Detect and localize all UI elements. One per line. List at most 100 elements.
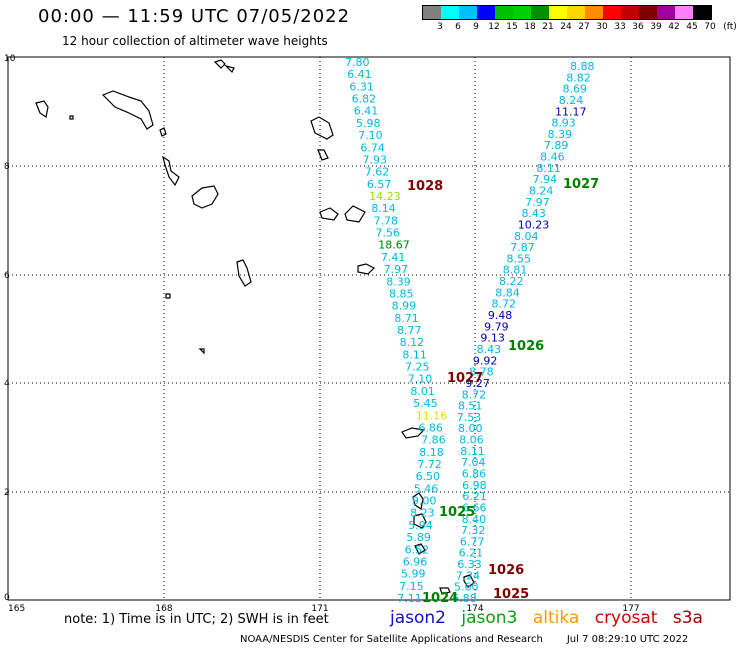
pressure-label: 1027 <box>563 177 599 192</box>
wave-height-value: 7.32 <box>461 524 486 537</box>
wave-height-value: 8.01 <box>410 385 435 398</box>
wave-height-value: 6.86 <box>462 467 487 480</box>
island <box>69 115 74 120</box>
wave-height-value: 6.98 <box>462 479 487 492</box>
wave-height-value: 7.25 <box>405 361 430 374</box>
satellite-legend: jason2 jason3 altika cryosat s3a <box>390 608 713 628</box>
credit-org: NOAA/NESDIS Center for Satellite Applica… <box>240 634 543 645</box>
x-axis-label: 174 <box>466 604 483 614</box>
wave-height-value: 11.17 <box>555 105 587 118</box>
legend-label: 9 <box>473 22 479 32</box>
wave-height-value: 9.27 <box>465 377 490 390</box>
satellite-jason3: jason3 <box>461 608 518 628</box>
wave-height-value: 8.12 <box>400 336 425 349</box>
y-axis-label: 4 <box>4 379 10 389</box>
wave-height-value: 7.97 <box>384 263 409 276</box>
island <box>414 543 426 555</box>
legend-label: 24 <box>560 22 572 32</box>
wave-height-value: 5.46 <box>414 482 439 495</box>
y-axis-label: 6 <box>4 271 10 281</box>
legend-swatch <box>513 6 531 19</box>
island <box>463 574 475 588</box>
wave-height-value: 7.89 <box>544 139 569 152</box>
pressure-label: 1024 <box>422 591 458 606</box>
wave-height-value: 9.13 <box>480 332 505 345</box>
wave-height-value: 7.10 <box>358 129 383 142</box>
x-axis-label: 171 <box>311 604 328 614</box>
x-axis-label: 168 <box>155 604 172 614</box>
wave-height-value: 6.66 <box>462 501 487 514</box>
wave-height-value: 8.77 <box>397 324 422 337</box>
wave-height-value: 8.46 <box>540 151 565 164</box>
wave-height-value: 8.39 <box>386 275 411 288</box>
island <box>401 427 426 439</box>
legend-label: 3 <box>437 22 443 32</box>
pressure-label: 1027 <box>447 371 483 386</box>
wave-height-value: 6.77 <box>460 535 485 548</box>
island <box>101 90 154 130</box>
y-axis-label: 8 <box>4 162 10 172</box>
wave-height-value: 8.43 <box>477 343 502 356</box>
island <box>191 185 219 209</box>
wave-height-value: 8.14 <box>371 202 396 215</box>
map-frame <box>7 56 731 601</box>
color-legend: 3 6 9 12 15 18 21 24 27 30 33 36 39 42 45 70 (ft) <box>422 5 737 32</box>
wave-height-value: 8.24 <box>529 185 554 198</box>
wave-height-value: 6.52 <box>405 543 430 556</box>
wave-height-value: 8.51 <box>458 400 483 413</box>
legend-label: 15 <box>506 22 518 32</box>
wave-height-value: 6.41 <box>354 105 379 118</box>
legend-label: 39 <box>650 22 662 32</box>
wave-height-value: 8.55 <box>506 252 531 265</box>
island <box>35 100 49 118</box>
legend-swatch <box>567 6 585 19</box>
wave-height-value: 8.81 <box>503 264 528 277</box>
island <box>159 127 167 137</box>
satellite-cryosat: cryosat <box>594 608 658 628</box>
island <box>357 263 376 275</box>
island <box>319 207 339 221</box>
wave-height-value: 9.48 <box>488 309 513 322</box>
island <box>412 492 424 510</box>
wave-height-value: 6.50 <box>416 470 441 483</box>
wave-height-value: 8.23 <box>410 507 435 520</box>
wave-height-value: 7.86 <box>421 434 446 447</box>
wave-height-value: 7.78 <box>374 214 399 227</box>
wave-height-value: 7.24 <box>456 569 481 582</box>
credit-line: NOAA/NESDIS Center for Satellite Applica… <box>240 634 688 645</box>
wave-height-value: 5.99 <box>401 568 426 581</box>
legend-label: 6 <box>455 22 461 32</box>
wave-height-value: 14.23 <box>369 190 401 203</box>
wave-height-value: 10.23 <box>518 218 550 231</box>
wave-height-value: 7.56 <box>376 227 401 240</box>
legend-label: 12 <box>488 22 500 32</box>
legend-swatch <box>621 6 639 19</box>
wave-height-value: 6.88 <box>452 592 477 605</box>
wave-height-value: 6.41 <box>347 68 372 81</box>
wave-height-value: 8.72 <box>462 388 487 401</box>
legend-label: 42 <box>668 22 680 32</box>
islands <box>35 59 475 595</box>
wave-height-value: 6.33 <box>457 558 482 571</box>
wave-height-value: 8.85 <box>389 287 414 300</box>
wave-height-value: 8.11 <box>460 445 485 458</box>
wave-height-value: 8.00 <box>458 422 483 435</box>
wave-height-value: 8.39 <box>548 128 573 141</box>
wave-height-value: 7.72 <box>417 458 442 471</box>
wave-height-value: 8.11 <box>402 348 427 361</box>
legend-swatch <box>657 6 675 19</box>
legend-swatch <box>603 6 621 19</box>
wave-height-value: 8.24 <box>559 94 584 107</box>
satellite-jason2: jason2 <box>390 608 446 628</box>
legend-swatch <box>675 6 693 19</box>
legend-color-bar <box>422 5 712 20</box>
wave-height-labels: 7.806.416.316.826.415.987.106.747.937.62… <box>345 56 599 606</box>
wave-height-value: 6.31 <box>349 80 374 93</box>
legend-swatch <box>495 6 513 19</box>
legend-label: 21 <box>542 22 554 32</box>
legend-swatch <box>639 6 657 19</box>
wave-height-value: 7.11 <box>397 592 422 605</box>
y-axis-label: 10 <box>4 54 16 64</box>
wave-height-value: 8.69 <box>563 83 588 96</box>
